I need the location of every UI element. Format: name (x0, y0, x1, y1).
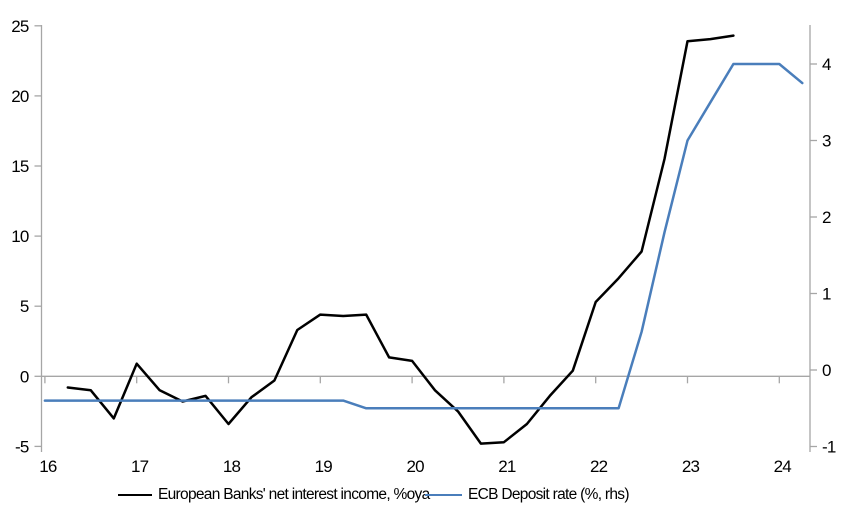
y-left-tick-label: 15 (11, 157, 29, 176)
y-right-tick-label: 0 (822, 361, 831, 380)
y-left-tick-label: 5 (20, 297, 29, 316)
x-axis-tick-label: 23 (682, 457, 700, 476)
legend-item-ecb-rate: ECB Deposit rate (%, rhs) (425, 485, 630, 505)
series-line-net-interest-income (66, 34, 735, 445)
y-right-tick-label: -1 (822, 438, 836, 457)
chart-legend: European Banks' net interest income, %oy… (0, 485, 852, 509)
x-axis-tick-label: 20 (406, 457, 424, 476)
blue-line-swatch-icon (425, 494, 462, 496)
series-line-ecb-deposit-rate (43, 62, 804, 410)
y-right-tick-label: 3 (822, 132, 831, 151)
x-axis-tick-label: 18 (223, 457, 241, 476)
y-left-tick-label: -5 (15, 437, 29, 456)
y-right-tick-label: 2 (822, 208, 831, 227)
y-right-tick-label: 1 (822, 285, 831, 304)
tick-marks-group (34, 25, 817, 448)
y-right-tick-label: 4 (822, 55, 831, 74)
black-line-swatch-icon (118, 494, 152, 496)
x-axis-tick-label: 24 (774, 457, 792, 476)
x-axis-tick-label: 22 (590, 457, 608, 476)
y-left-tick-label: 0 (20, 367, 29, 386)
legend-label-nii: European Banks' net interest income, %oy… (158, 486, 430, 503)
y-left-tick-label: 10 (11, 227, 29, 246)
x-axis-tick-label: 17 (131, 457, 149, 476)
y-left-tick-label: 25 (11, 17, 29, 36)
x-axis-tick-label: 19 (315, 457, 333, 476)
y-left-tick-label: 20 (11, 87, 29, 106)
legend-item-nii: European Banks' net interest income, %oy… (118, 485, 430, 505)
series-lines-group (43, 34, 804, 445)
x-axis-tick-label: 21 (498, 457, 516, 476)
x-axis-tick-label: 16 (39, 457, 57, 476)
legend-label-ecb-rate: ECB Deposit rate (%, rhs) (468, 486, 630, 503)
